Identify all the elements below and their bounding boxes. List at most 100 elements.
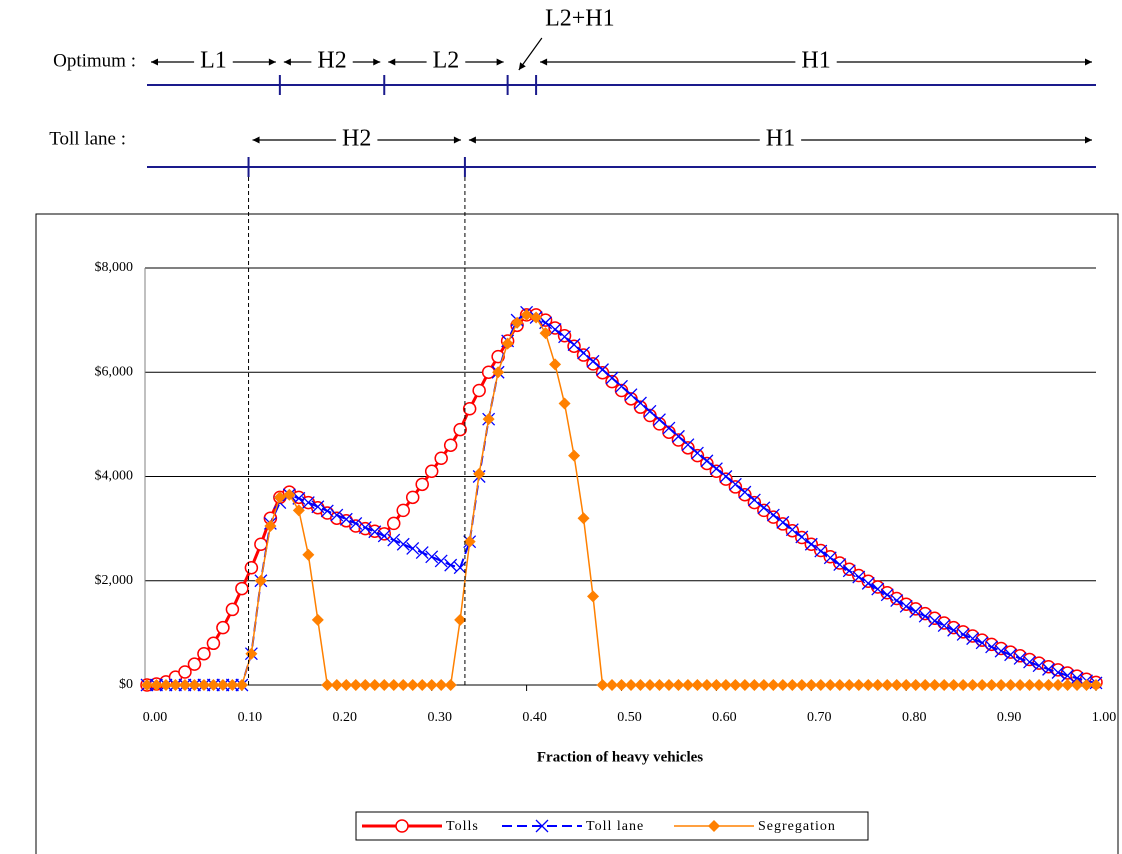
data-point	[425, 679, 438, 691]
data-point	[443, 438, 458, 452]
data-point	[681, 679, 694, 691]
chart-frame	[35, 213, 1119, 854]
annotation-label: Optimum :	[53, 50, 136, 71]
x-tick-label: 0.60	[712, 710, 737, 725]
data-point	[823, 551, 837, 565]
x-tick-label: 0.70	[807, 710, 832, 725]
data-point	[757, 679, 770, 691]
data-point	[368, 525, 382, 539]
data-point	[919, 679, 932, 691]
data-point	[311, 500, 325, 514]
data-point	[492, 366, 505, 379]
data-point	[150, 679, 163, 691]
data-point	[558, 397, 571, 410]
data-point	[339, 512, 353, 526]
data-point	[862, 679, 875, 691]
data-point	[358, 521, 372, 535]
data-point	[662, 421, 676, 435]
data-point	[1070, 671, 1084, 685]
data-point	[387, 533, 401, 547]
data-point	[966, 632, 980, 646]
data-point	[454, 613, 467, 626]
data-point	[634, 396, 647, 410]
legend-label: Tolls	[446, 819, 479, 834]
x-tick-label: 0.20	[333, 710, 358, 725]
data-point	[881, 679, 894, 691]
data-point	[1032, 659, 1046, 673]
data-point	[425, 550, 439, 564]
data-point	[937, 619, 951, 633]
data-point	[842, 564, 856, 578]
data-point	[434, 554, 448, 568]
data-point	[994, 644, 1008, 658]
data-point	[757, 503, 771, 518]
data-point	[624, 388, 638, 402]
callout-arrow	[518, 37, 543, 71]
data-point	[747, 495, 762, 510]
data-point	[568, 449, 581, 462]
series	[141, 308, 1102, 691]
data-point	[549, 358, 562, 371]
x-tick-label: 0.80	[902, 710, 927, 725]
data-point	[387, 679, 400, 691]
legend-label: Toll lane	[586, 819, 644, 834]
data-point	[1051, 666, 1065, 679]
data-point	[928, 679, 941, 691]
data-point	[738, 485, 752, 499]
data-point	[424, 464, 439, 479]
data-point	[624, 679, 637, 691]
data-point	[766, 510, 781, 524]
data-point	[691, 679, 704, 691]
data-point	[349, 679, 362, 691]
data-point	[235, 679, 248, 691]
data-point	[396, 537, 410, 551]
data-point	[141, 679, 153, 691]
annotation-region-label: L1	[200, 48, 227, 74]
data-point	[880, 588, 894, 602]
data-point	[558, 330, 572, 344]
data-point	[254, 574, 267, 587]
data-point	[805, 679, 818, 691]
y-tick-label: $4,000	[95, 469, 134, 484]
data-point	[748, 679, 761, 691]
data-point	[1061, 669, 1074, 683]
x-tick-label: 0.90	[997, 710, 1022, 725]
data-point	[719, 472, 733, 486]
series-line	[147, 311, 1097, 686]
data-point	[909, 605, 923, 618]
data-point	[1014, 679, 1027, 691]
data-point	[710, 679, 723, 691]
data-point	[947, 679, 960, 691]
data-point	[643, 679, 656, 691]
data-point	[225, 602, 240, 617]
data-point	[349, 516, 363, 530]
data-point	[530, 311, 543, 324]
data-point	[890, 594, 904, 608]
data-point	[434, 451, 448, 466]
data-point	[1004, 648, 1018, 662]
annotation-region-label: L2	[433, 48, 460, 74]
data-point	[842, 562, 857, 577]
data-point	[586, 357, 600, 371]
data-point	[197, 646, 211, 661]
annotation-region-label: H1	[801, 48, 830, 74]
data-point	[254, 537, 268, 552]
y-tick-label: $8,000	[95, 260, 134, 275]
legend-marker	[535, 819, 549, 833]
data-point	[985, 679, 998, 691]
y-tick-label: $2,000	[95, 573, 134, 588]
data-point	[671, 429, 685, 443]
data-point	[606, 679, 619, 691]
data-point	[1052, 679, 1065, 691]
data-point	[501, 337, 514, 350]
data-point	[1023, 679, 1036, 691]
annotation-row: Toll lane : H2 H1	[49, 125, 1096, 685]
data-point	[330, 679, 343, 691]
data-point	[330, 508, 344, 522]
data-point	[766, 508, 780, 522]
data-point	[861, 576, 875, 590]
x-tick-label: 0.00	[143, 710, 168, 725]
data-point	[292, 504, 305, 517]
data-point	[966, 679, 979, 691]
